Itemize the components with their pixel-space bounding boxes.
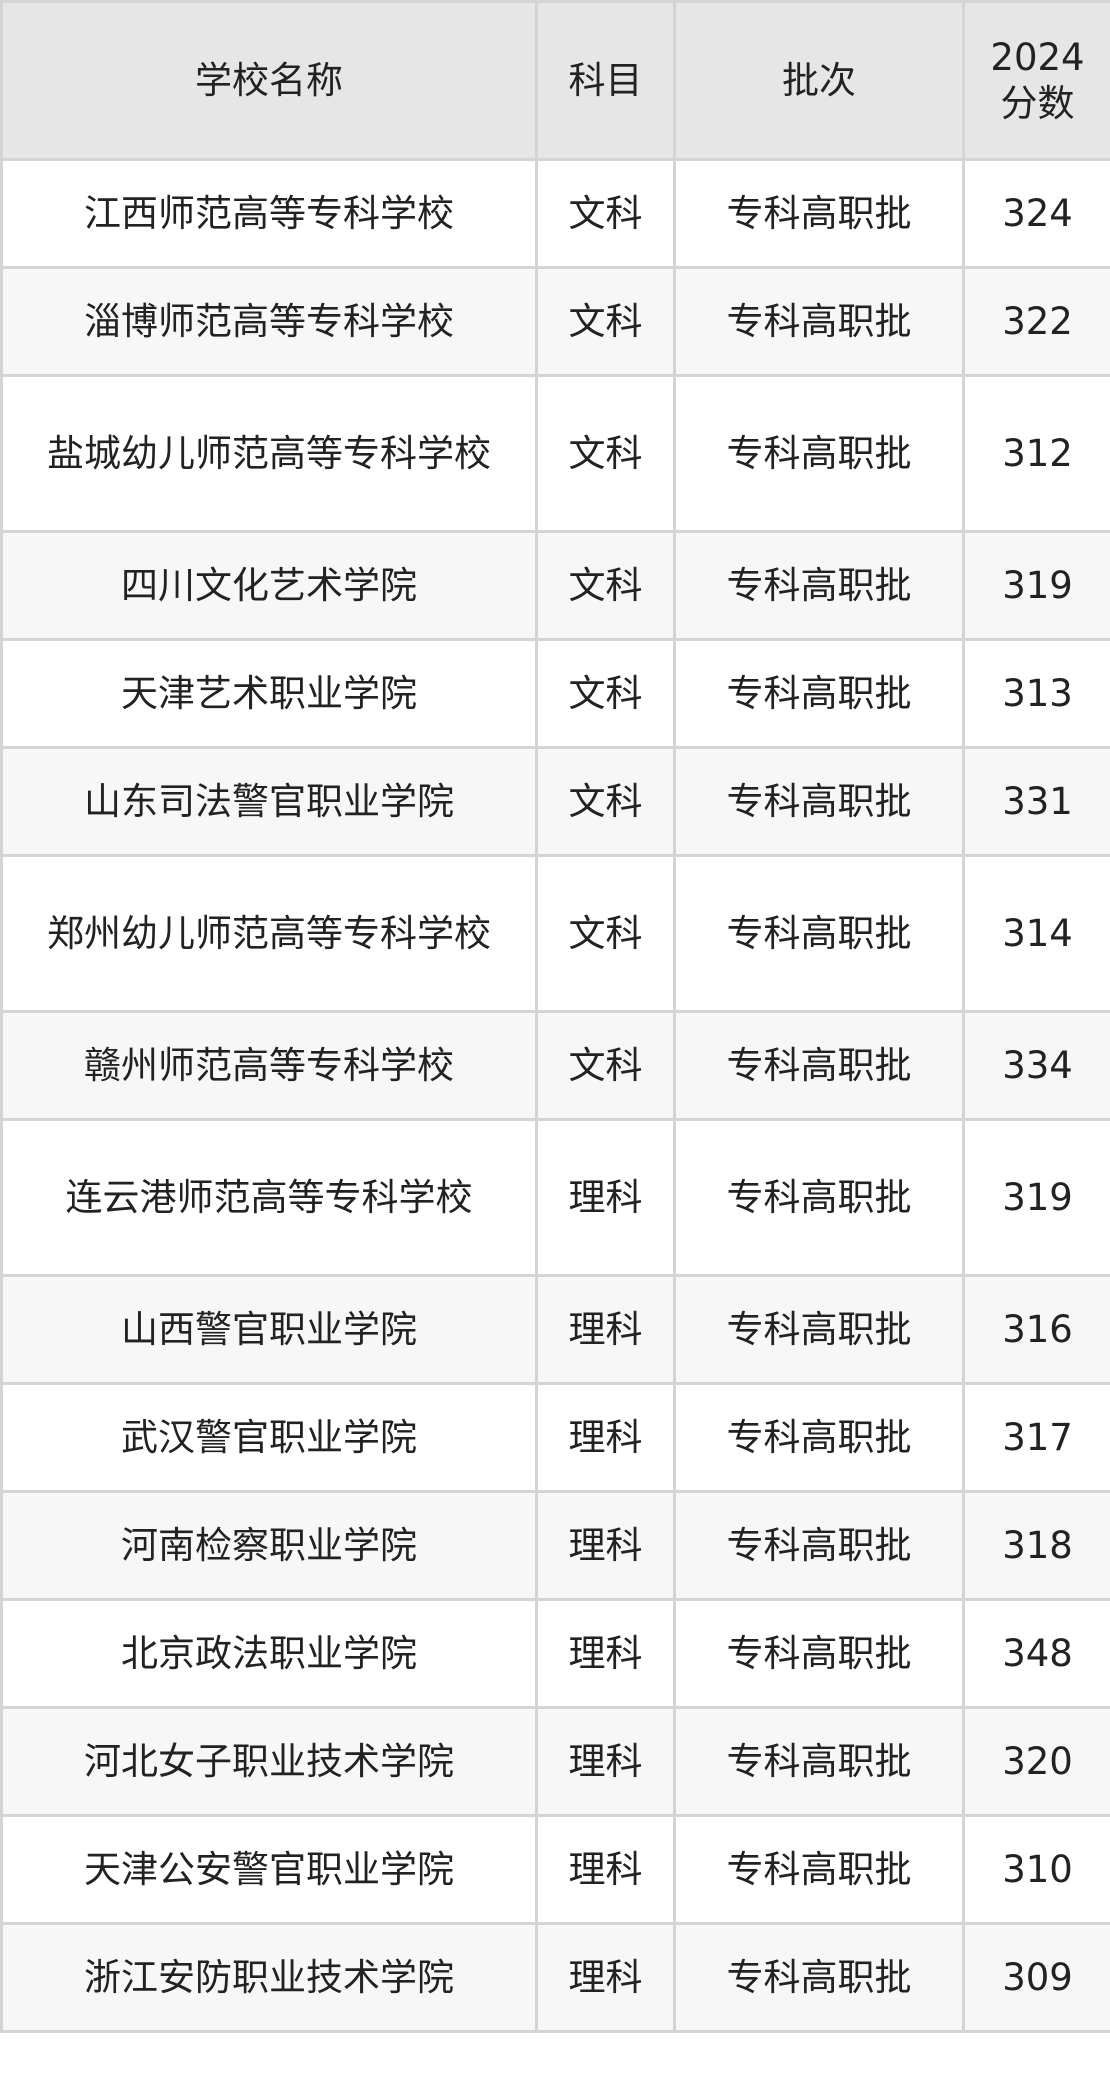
cell-batch: 专科高职批 xyxy=(673,1274,965,1385)
cell-batch: 专科高职批 xyxy=(673,638,965,749)
table-row: 山东司法警官职业学院 文科 专科高职批 331 xyxy=(0,746,1110,857)
cell-score: 322 xyxy=(962,266,1110,377)
cell-batch: 专科高职批 xyxy=(673,266,965,377)
cell-score: 310 xyxy=(962,1814,1110,1925)
cell-score: 324 xyxy=(962,158,1110,269)
table-row: 山西警官职业学院 理科 专科高职批 316 xyxy=(0,1274,1110,1385)
cell-school: 山西警官职业学院 xyxy=(0,1274,538,1385)
cell-subject: 文科 xyxy=(535,638,676,749)
cell-school: 四川文化艺术学院 xyxy=(0,530,538,641)
table-row: 浙江安防职业技术学院 理科 专科高职批 309 xyxy=(0,1922,1110,2033)
cell-batch: 专科高职批 xyxy=(673,1814,965,1925)
cell-score: 320 xyxy=(962,1706,1110,1817)
cell-subject: 文科 xyxy=(535,374,676,533)
cell-score: 312 xyxy=(962,374,1110,533)
cell-score: 319 xyxy=(962,530,1110,641)
cell-score: 313 xyxy=(962,638,1110,749)
table-row: 天津公安警官职业学院 理科 专科高职批 310 xyxy=(0,1814,1110,1925)
cell-batch: 专科高职批 xyxy=(673,1010,965,1121)
cell-score: 318 xyxy=(962,1490,1110,1601)
cell-batch: 专科高职批 xyxy=(673,158,965,269)
table-row: 河南检察职业学院 理科 专科高职批 318 xyxy=(0,1490,1110,1601)
cell-subject: 理科 xyxy=(535,1490,676,1601)
cell-score: 348 xyxy=(962,1598,1110,1709)
cell-school: 赣州师范高等专科学校 xyxy=(0,1010,538,1121)
cell-school: 淄博师范高等专科学校 xyxy=(0,266,538,377)
cell-batch: 专科高职批 xyxy=(673,1490,965,1601)
score-table: 学校名称 科目 批次 2024 分数 江西师范高等专科学校 文科 专科高职批 324 淄博… xyxy=(0,0,1110,2033)
cell-batch: 专科高职批 xyxy=(673,1706,965,1817)
cell-score: 309 xyxy=(962,1922,1110,2033)
table-row: 江西师范高等专科学校 文科 专科高职批 324 xyxy=(0,158,1110,269)
table-row: 武汉警官职业学院 理科 专科高职批 317 xyxy=(0,1382,1110,1493)
cell-subject: 理科 xyxy=(535,1814,676,1925)
table-row: 郑州幼儿师范高等专科学校 文科 专科高职批 314 xyxy=(0,854,1110,1013)
cell-subject: 理科 xyxy=(535,1922,676,2033)
table-row: 盐城幼儿师范高等专科学校 文科 专科高职批 312 xyxy=(0,374,1110,533)
table-row: 赣州师范高等专科学校 文科 专科高职批 334 xyxy=(0,1010,1110,1121)
table-row: 天津艺术职业学院 文科 专科高职批 313 xyxy=(0,638,1110,749)
cell-school: 郑州幼儿师范高等专科学校 xyxy=(0,854,538,1013)
cell-school: 武汉警官职业学院 xyxy=(0,1382,538,1493)
cell-score: 319 xyxy=(962,1118,1110,1277)
cell-batch: 专科高职批 xyxy=(673,1598,965,1709)
table-row: 连云港师范高等专科学校 理科 专科高职批 319 xyxy=(0,1118,1110,1277)
cell-batch: 专科高职批 xyxy=(673,374,965,533)
cell-subject: 文科 xyxy=(535,1010,676,1121)
header-score-year: 2024 xyxy=(990,35,1085,79)
cell-score: 314 xyxy=(962,854,1110,1013)
header-row: 学校名称 科目 批次 2024 分数 xyxy=(0,0,1110,161)
cell-score: 331 xyxy=(962,746,1110,857)
cell-school: 天津艺术职业学院 xyxy=(0,638,538,749)
cell-school: 浙江安防职业技术学院 xyxy=(0,1922,538,2033)
cell-subject: 文科 xyxy=(535,854,676,1013)
cell-subject: 理科 xyxy=(535,1706,676,1817)
cell-batch: 专科高职批 xyxy=(673,854,965,1013)
table-row: 北京政法职业学院 理科 专科高职批 348 xyxy=(0,1598,1110,1709)
table-row: 四川文化艺术学院 文科 专科高职批 319 xyxy=(0,530,1110,641)
cell-school: 连云港师范高等专科学校 xyxy=(0,1118,538,1277)
cell-subject: 理科 xyxy=(535,1118,676,1277)
header-batch: 批次 xyxy=(673,0,965,161)
header-school: 学校名称 xyxy=(0,0,538,161)
header-subject: 科目 xyxy=(535,0,676,161)
cell-batch: 专科高职批 xyxy=(673,1922,965,2033)
cell-batch: 专科高职批 xyxy=(673,530,965,641)
header-score: 2024 分数 xyxy=(962,0,1110,161)
cell-school: 江西师范高等专科学校 xyxy=(0,158,538,269)
cell-school: 天津公安警官职业学院 xyxy=(0,1814,538,1925)
header-score-label: 分数 xyxy=(1000,81,1075,125)
cell-school: 河南检察职业学院 xyxy=(0,1490,538,1601)
cell-subject: 文科 xyxy=(535,530,676,641)
table-row: 淄博师范高等专科学校 文科 专科高职批 322 xyxy=(0,266,1110,377)
table-row: 河北女子职业技术学院 理科 专科高职批 320 xyxy=(0,1706,1110,1817)
cell-school: 山东司法警官职业学院 xyxy=(0,746,538,857)
cell-score: 316 xyxy=(962,1274,1110,1385)
cell-batch: 专科高职批 xyxy=(673,1118,965,1277)
cell-subject: 文科 xyxy=(535,158,676,269)
cell-score: 317 xyxy=(962,1382,1110,1493)
cell-batch: 专科高职批 xyxy=(673,1382,965,1493)
cell-subject: 理科 xyxy=(535,1382,676,1493)
cell-school: 北京政法职业学院 xyxy=(0,1598,538,1709)
cell-subject: 理科 xyxy=(535,1598,676,1709)
cell-score: 334 xyxy=(962,1010,1110,1121)
cell-subject: 文科 xyxy=(535,746,676,857)
cell-batch: 专科高职批 xyxy=(673,746,965,857)
cell-school: 河北女子职业技术学院 xyxy=(0,1706,538,1817)
cell-school: 盐城幼儿师范高等专科学校 xyxy=(0,374,538,533)
cell-subject: 理科 xyxy=(535,1274,676,1385)
cell-subject: 文科 xyxy=(535,266,676,377)
